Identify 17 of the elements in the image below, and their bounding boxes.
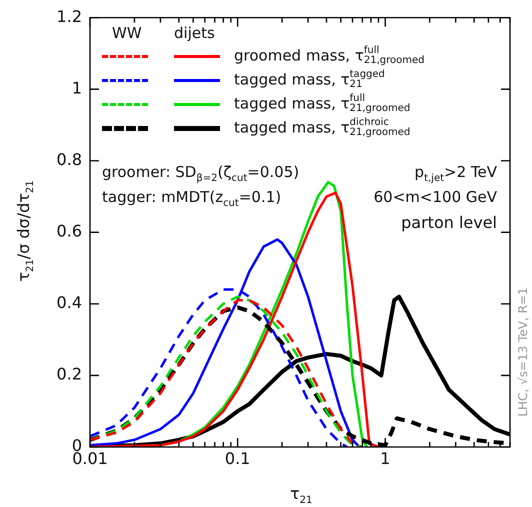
x-tick-label: 1	[380, 448, 390, 468]
y-tick-label: 0.4	[56, 293, 82, 312]
y-tick-label: 0.8	[56, 150, 82, 169]
text: LHC, √s=13 TeV, R=1	[516, 287, 530, 417]
annotation: dijets	[174, 24, 215, 42]
annotation: parton level	[401, 213, 497, 232]
x-tick-label: 0.1	[224, 448, 250, 468]
y-tick-label: 0.2	[56, 364, 82, 384]
annotation: tagger: mMDT(z$_{cut}$=0.1)	[102, 188, 282, 209]
annotation: groomer: SD$_{β=2}$(ζ$_{cut}$=0.05)	[102, 163, 300, 184]
y-tick-label: 0.6	[56, 221, 82, 240]
y-tick-label: 1.2	[56, 6, 82, 26]
x-axis-title: τ$_{21}$	[290, 484, 312, 506]
annotation: WW	[112, 24, 143, 42]
annotation: p$_{t,jet}$>2 TeV	[414, 163, 497, 184]
y-tick-label: 1	[72, 78, 82, 98]
annotation: 60<m<100 GeV	[374, 188, 497, 206]
